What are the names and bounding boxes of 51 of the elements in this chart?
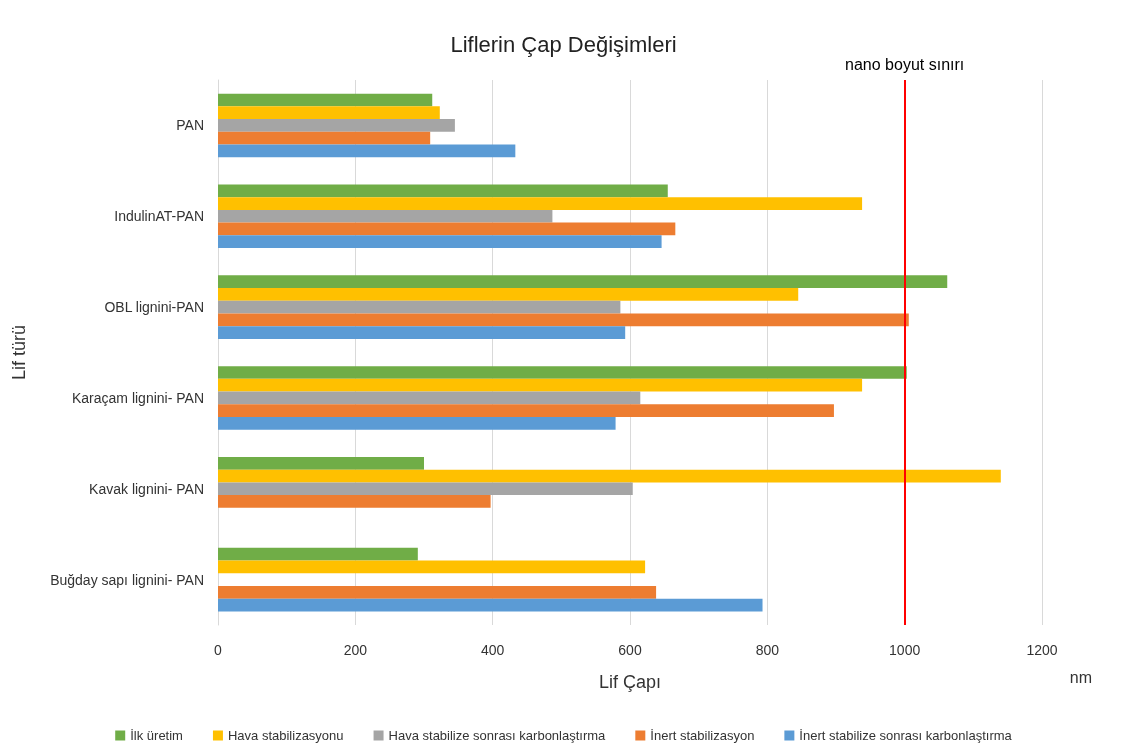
bar bbox=[218, 131, 431, 145]
bar bbox=[218, 275, 948, 289]
y-tick-label: Karaçam lignini- PAN bbox=[71, 389, 204, 406]
x-tick-label: 200 bbox=[343, 642, 368, 658]
y-tick-label: Buğday sapı lignini- PAN bbox=[50, 571, 204, 588]
bar bbox=[218, 144, 516, 158]
bar bbox=[218, 416, 616, 430]
bar bbox=[218, 495, 491, 508]
y-tick-label: PAN bbox=[176, 117, 204, 134]
x-tick-label: 600 bbox=[618, 642, 642, 658]
x-tick-label: 0 bbox=[214, 642, 223, 658]
bar bbox=[218, 209, 553, 223]
y-tick-label: OBL lignini-PAN bbox=[104, 299, 204, 316]
legend-label: İnert stabilizasyon bbox=[650, 728, 755, 743]
y-tick-label: IndulinAT-PAN bbox=[114, 208, 204, 225]
chart-title: Liflerin Çap Değişimleri bbox=[450, 31, 677, 57]
bar bbox=[218, 378, 863, 392]
x-tick-label: 800 bbox=[755, 642, 780, 658]
bar bbox=[218, 482, 633, 496]
bar bbox=[218, 300, 621, 314]
y-tick-label: Kavak lignini- PAN bbox=[89, 480, 204, 497]
legend-label: Hava stabilize sonrası karbonlaştırma bbox=[388, 728, 607, 743]
bar bbox=[218, 547, 418, 561]
bar bbox=[218, 93, 433, 107]
ref-line-label: nano boyut sınırı bbox=[845, 55, 965, 73]
bar bbox=[218, 184, 668, 198]
x-axis-title: Lif Çapı bbox=[598, 672, 662, 692]
x-tick-label: 1000 bbox=[889, 642, 921, 658]
bar bbox=[218, 598, 763, 612]
legend-label: İlk üretim bbox=[130, 728, 183, 743]
bar bbox=[218, 197, 863, 210]
bar bbox=[218, 404, 834, 417]
bar bbox=[218, 313, 909, 327]
bar bbox=[218, 119, 455, 132]
bar bbox=[218, 288, 799, 301]
bar bbox=[218, 391, 641, 405]
bar bbox=[218, 456, 424, 470]
y-axis-title: Lif türü bbox=[9, 324, 29, 381]
bar bbox=[218, 366, 907, 379]
bar bbox=[218, 585, 657, 599]
bar bbox=[218, 326, 626, 339]
text: nm bbox=[1069, 668, 1093, 686]
bar bbox=[218, 106, 440, 120]
bar bbox=[218, 560, 646, 574]
legend-label: Hava stabilizasyonu bbox=[227, 728, 344, 743]
x-tick-label: 400 bbox=[480, 642, 505, 658]
legend-label: İnert stabilize sonrası karbonlaştırma bbox=[799, 728, 1013, 743]
x-tick-label: 1200 bbox=[1026, 642, 1058, 658]
bar bbox=[218, 222, 676, 236]
bar bbox=[218, 235, 662, 249]
bar bbox=[218, 469, 1001, 483]
